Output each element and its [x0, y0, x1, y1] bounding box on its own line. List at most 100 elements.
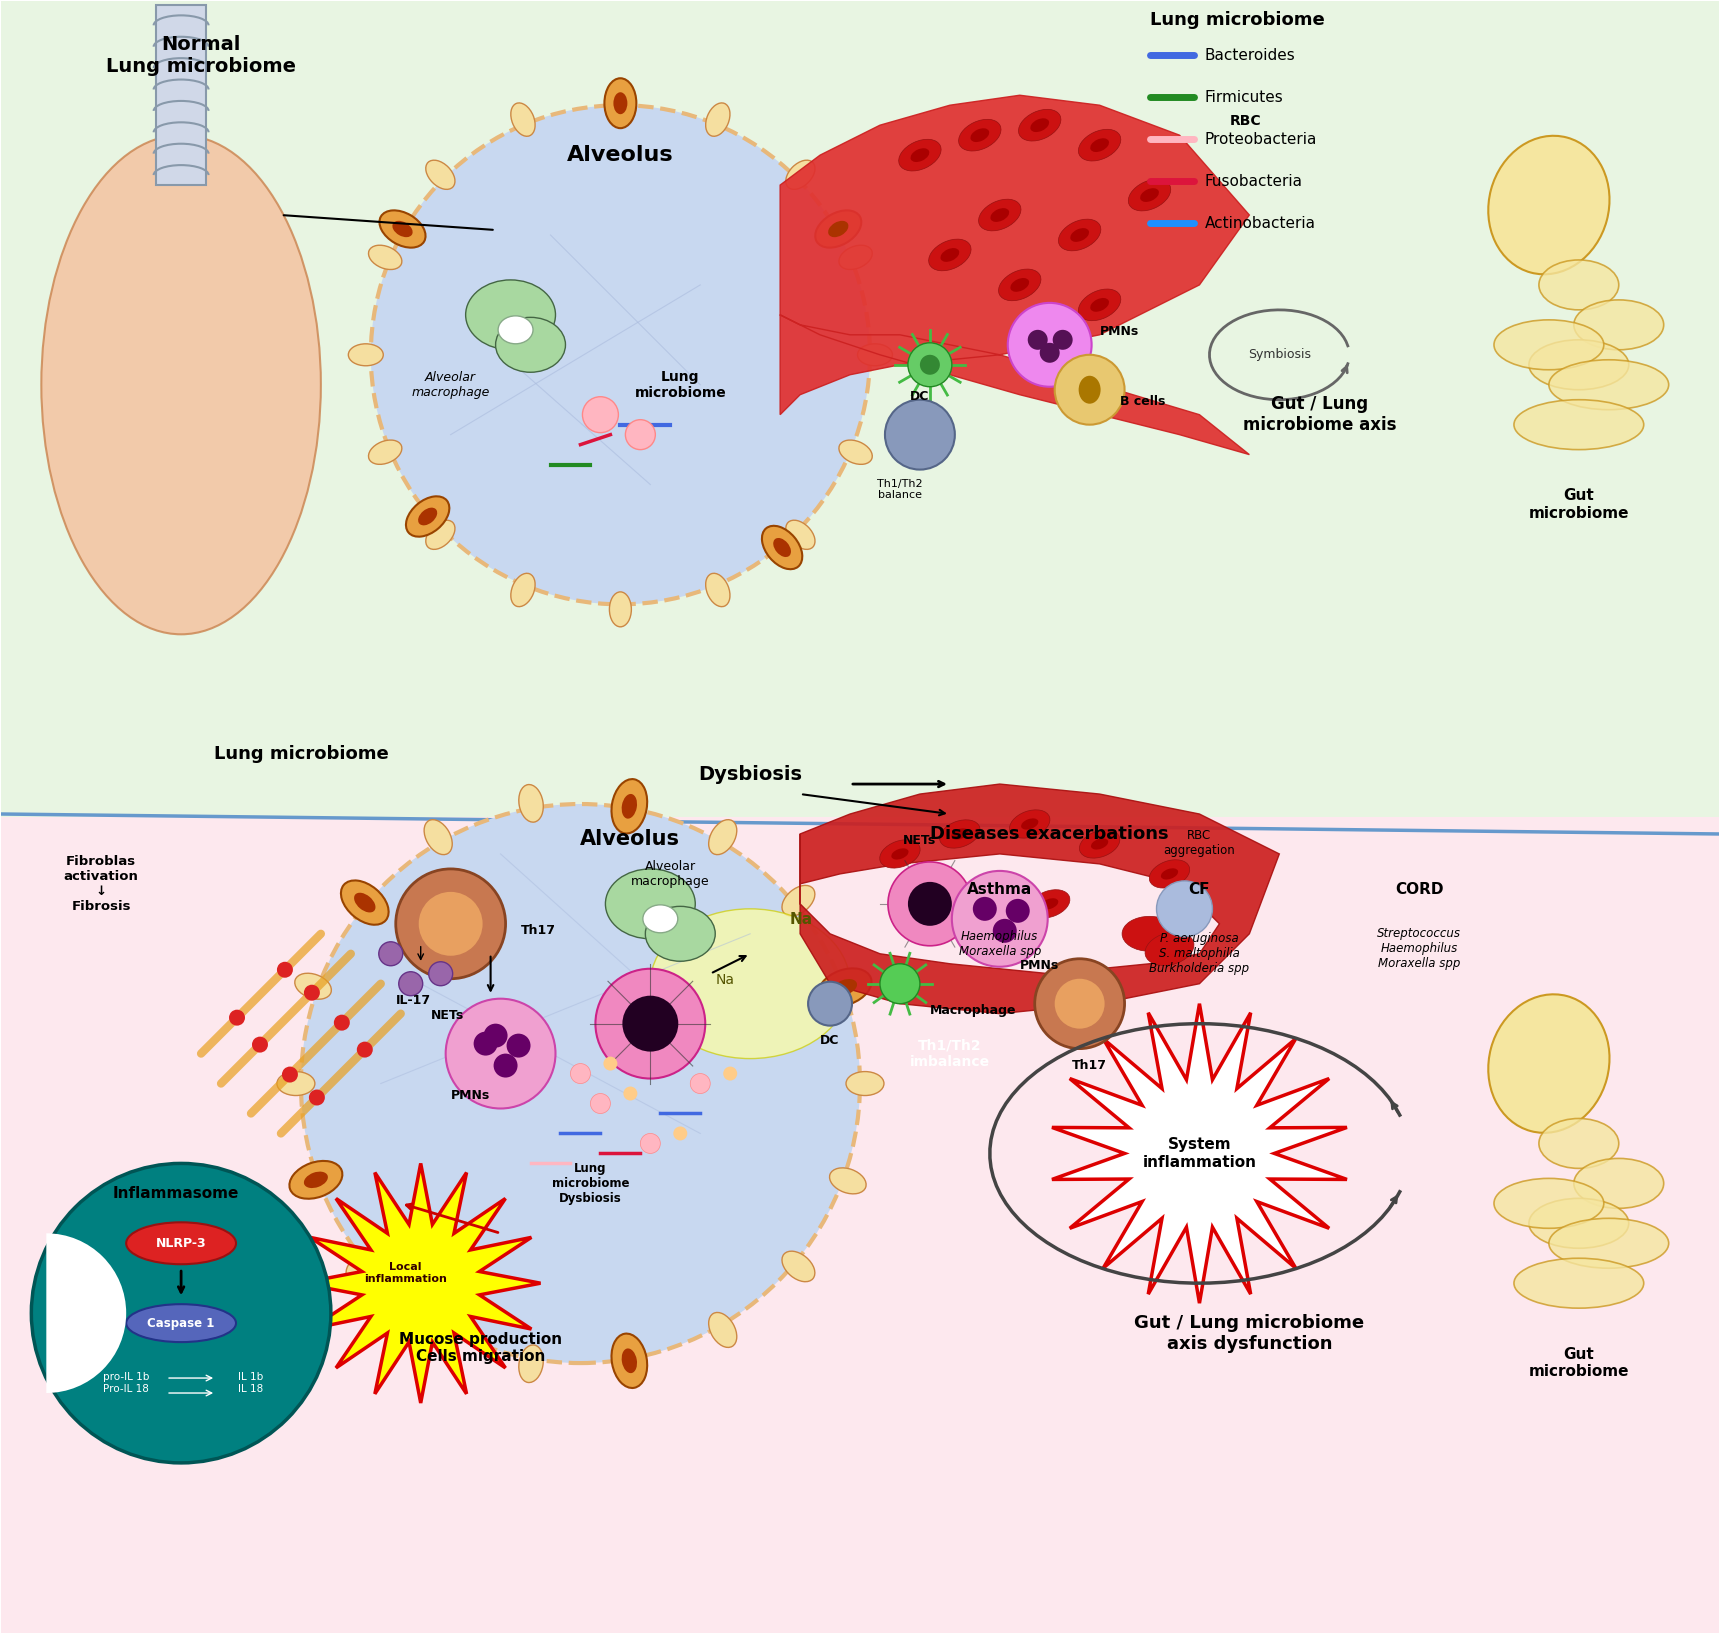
Ellipse shape — [1161, 868, 1178, 879]
Ellipse shape — [1514, 1258, 1644, 1309]
Text: pro-IL 1b
Pro-IL 18: pro-IL 1b Pro-IL 18 — [103, 1373, 150, 1394]
Ellipse shape — [425, 1312, 452, 1348]
Circle shape — [1053, 330, 1073, 350]
Text: Lung microbiome: Lung microbiome — [213, 745, 389, 763]
Circle shape — [507, 1034, 530, 1057]
Text: Alveolus: Alveolus — [580, 828, 681, 850]
Ellipse shape — [1149, 859, 1190, 887]
Ellipse shape — [519, 784, 544, 822]
Text: Gut
microbiome: Gut microbiome — [1529, 489, 1629, 521]
Ellipse shape — [650, 909, 850, 1059]
Circle shape — [282, 1067, 298, 1083]
Ellipse shape — [427, 520, 456, 549]
Ellipse shape — [1010, 810, 1049, 838]
Ellipse shape — [643, 905, 678, 933]
Text: NLRP-3: NLRP-3 — [157, 1237, 206, 1250]
Ellipse shape — [1574, 301, 1663, 350]
Text: Th17: Th17 — [1072, 1059, 1108, 1072]
Ellipse shape — [392, 221, 413, 237]
Circle shape — [229, 1010, 244, 1026]
Ellipse shape — [1514, 400, 1644, 449]
Ellipse shape — [1010, 278, 1029, 292]
Ellipse shape — [617, 1345, 642, 1382]
Circle shape — [722, 1067, 738, 1080]
Circle shape — [604, 1057, 617, 1070]
Ellipse shape — [1495, 1178, 1603, 1229]
Text: Mucose production
Cells migration: Mucose production Cells migration — [399, 1332, 562, 1364]
Ellipse shape — [605, 869, 695, 940]
Text: Proteobacteria: Proteobacteria — [1204, 132, 1318, 147]
Text: Th1/Th2
imbalance: Th1/Th2 imbalance — [910, 1039, 991, 1069]
Ellipse shape — [617, 784, 642, 822]
Circle shape — [483, 1023, 507, 1047]
Circle shape — [974, 897, 998, 922]
Circle shape — [992, 918, 1017, 943]
Text: System
inflammation: System inflammation — [1142, 1137, 1256, 1170]
Ellipse shape — [1090, 838, 1108, 850]
Text: RBC
aggregation: RBC aggregation — [1163, 828, 1235, 856]
Ellipse shape — [783, 1252, 815, 1281]
Circle shape — [334, 1015, 349, 1031]
Ellipse shape — [609, 592, 631, 627]
Ellipse shape — [819, 969, 872, 1007]
Ellipse shape — [951, 828, 968, 840]
Text: RBC: RBC — [1230, 114, 1261, 127]
Ellipse shape — [612, 1333, 647, 1387]
Circle shape — [590, 1093, 611, 1113]
Ellipse shape — [349, 343, 384, 366]
Ellipse shape — [786, 520, 815, 549]
Ellipse shape — [1539, 1119, 1619, 1168]
Text: Normal
Lung microbiome: Normal Lung microbiome — [107, 34, 296, 75]
Ellipse shape — [970, 129, 989, 142]
Ellipse shape — [1041, 899, 1058, 910]
Circle shape — [571, 1064, 590, 1083]
Text: Lung
microbiome
Dysbiosis: Lung microbiome Dysbiosis — [552, 1162, 630, 1204]
Ellipse shape — [621, 1348, 636, 1373]
Text: Alveolar
macrophage: Alveolar macrophage — [631, 859, 710, 887]
Circle shape — [31, 1163, 330, 1462]
Ellipse shape — [941, 248, 960, 261]
Circle shape — [1008, 302, 1092, 387]
Text: B cells: B cells — [1120, 395, 1164, 408]
Circle shape — [1006, 899, 1030, 923]
Circle shape — [277, 962, 292, 977]
Text: Bacteroides: Bacteroides — [1204, 47, 1295, 62]
Ellipse shape — [354, 892, 375, 912]
Text: DC: DC — [910, 391, 929, 402]
Ellipse shape — [858, 343, 893, 366]
Ellipse shape — [346, 886, 378, 917]
Ellipse shape — [783, 886, 815, 917]
Ellipse shape — [1018, 109, 1061, 141]
Text: PMNs: PMNs — [1099, 325, 1139, 338]
Circle shape — [1039, 343, 1060, 363]
Circle shape — [445, 998, 556, 1108]
Ellipse shape — [1078, 376, 1101, 404]
Ellipse shape — [294, 974, 332, 1000]
Ellipse shape — [832, 979, 857, 995]
Ellipse shape — [705, 103, 729, 136]
Ellipse shape — [346, 1252, 378, 1281]
FancyBboxPatch shape — [157, 5, 206, 185]
Ellipse shape — [380, 211, 425, 248]
Ellipse shape — [839, 245, 872, 270]
Ellipse shape — [846, 1072, 884, 1095]
Circle shape — [473, 1031, 497, 1056]
Circle shape — [881, 964, 920, 1003]
Ellipse shape — [1539, 260, 1619, 310]
Circle shape — [1035, 959, 1125, 1049]
Ellipse shape — [1090, 297, 1109, 312]
Circle shape — [494, 1054, 518, 1077]
FancyBboxPatch shape — [2, 2, 1718, 817]
Ellipse shape — [1090, 139, 1109, 152]
Circle shape — [304, 985, 320, 1000]
Circle shape — [640, 1134, 660, 1154]
Text: Fibroblas
activation
↓
Fibrosis: Fibroblas activation ↓ Fibrosis — [64, 855, 139, 913]
Text: PMNs: PMNs — [1020, 959, 1060, 972]
Ellipse shape — [41, 136, 322, 634]
Polygon shape — [800, 784, 1280, 1013]
Circle shape — [626, 420, 655, 449]
Ellipse shape — [958, 119, 1001, 150]
Circle shape — [808, 982, 851, 1026]
Circle shape — [690, 1074, 710, 1093]
Text: Lung
microbiome: Lung microbiome — [635, 369, 726, 400]
